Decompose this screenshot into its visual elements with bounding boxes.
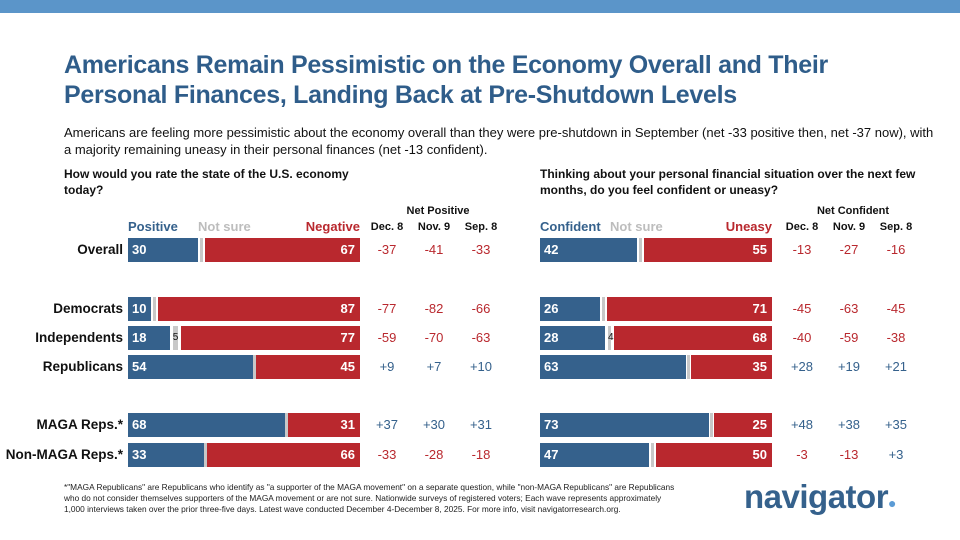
bar-not-sure: 5 xyxy=(172,326,179,350)
row-label: Non-MAGA Reps.* xyxy=(5,447,123,462)
net-value: -66 xyxy=(471,301,491,316)
bar-positive: 26 xyxy=(540,297,601,321)
net-column-header: Dec. 8 xyxy=(370,221,404,233)
subtitle: Americans are feeling more pessimistic a… xyxy=(64,125,934,157)
net-value: -70 xyxy=(424,330,444,345)
bar-not-sure: 4 xyxy=(607,326,614,350)
net-value: -18 xyxy=(471,447,491,462)
net-value: -33 xyxy=(471,242,491,257)
net-value: -40 xyxy=(792,330,812,345)
net-column-header: Sep. 8 xyxy=(464,221,498,233)
bar-positive: 54 xyxy=(128,355,254,379)
bar-negative: 71 xyxy=(607,297,772,321)
net-value: +31 xyxy=(469,417,493,432)
net-value: +7 xyxy=(426,359,442,374)
bar-positive: 18 xyxy=(128,326,170,350)
net-column-header: Sep. 8 xyxy=(879,221,913,233)
bar-negative: 35 xyxy=(690,355,772,379)
net-value: -27 xyxy=(839,242,859,257)
bar-negative: 50 xyxy=(656,443,772,467)
net-value: -82 xyxy=(424,301,444,316)
bar-not-sure xyxy=(639,238,643,262)
bar-positive: 30 xyxy=(128,238,198,262)
net-value: -13 xyxy=(839,447,859,462)
net-value: -63 xyxy=(839,301,859,316)
navigator-logo: navigator● xyxy=(744,478,897,515)
page-title: Americans Remain Pessimistic on the Econ… xyxy=(64,51,828,109)
bar-not-sure xyxy=(204,443,208,467)
bar-not-sure xyxy=(252,355,256,379)
bar-positive: 10 xyxy=(128,297,152,321)
net-value: -59 xyxy=(839,330,859,345)
net-value: -33 xyxy=(377,447,397,462)
question-1: Thinking about your personal financial s… xyxy=(540,167,916,197)
bar-negative: 55 xyxy=(644,238,772,262)
net-value: -45 xyxy=(792,301,812,316)
question-0: How would you rate the state of the U.S.… xyxy=(64,167,349,197)
net-value: -37 xyxy=(377,242,397,257)
row-label: Independents xyxy=(35,330,123,345)
row-label: Democrats xyxy=(53,301,123,316)
net-value: +28 xyxy=(790,359,814,374)
net-value: -59 xyxy=(377,330,397,345)
bar-negative: 77 xyxy=(181,326,360,350)
bar-not-sure xyxy=(710,413,714,437)
legend-positive: Positive xyxy=(128,219,178,234)
net-value: -41 xyxy=(424,242,444,257)
net-value: +10 xyxy=(469,359,493,374)
net-value: +48 xyxy=(790,417,814,432)
net-column-header: Dec. 8 xyxy=(785,221,819,233)
net-header: Net Positive xyxy=(406,205,470,217)
net-value: +37 xyxy=(375,417,399,432)
bar-negative: 45 xyxy=(255,355,360,379)
bar-negative: 66 xyxy=(206,443,360,467)
bar-positive: 28 xyxy=(540,326,605,350)
net-column-header: Nov. 9 xyxy=(417,221,451,233)
bar-not-sure xyxy=(153,297,157,321)
footnote: *"MAGA Republicans" are Republicans who … xyxy=(64,482,675,514)
bar-positive: 73 xyxy=(540,413,710,437)
net-value: +21 xyxy=(884,359,908,374)
net-value: -63 xyxy=(471,330,491,345)
bar-negative: 31 xyxy=(288,413,360,437)
bar-positive: 42 xyxy=(540,238,638,262)
legend-not-sure: Not sure xyxy=(610,219,663,234)
row-label: Overall xyxy=(77,242,123,257)
bar-positive: 63 xyxy=(540,355,687,379)
legend-positive: Confident xyxy=(540,219,601,234)
net-header: Net Confident xyxy=(816,205,890,217)
net-value: -38 xyxy=(886,330,906,345)
net-value: -16 xyxy=(886,242,906,257)
bar-negative: 87 xyxy=(158,297,360,321)
net-value: -45 xyxy=(886,301,906,316)
net-column-header: Nov. 9 xyxy=(832,221,866,233)
bar-negative: 25 xyxy=(714,413,772,437)
row-label: Republicans xyxy=(42,359,123,374)
net-value: +30 xyxy=(422,417,446,432)
net-value: -28 xyxy=(424,447,444,462)
net-value: +9 xyxy=(379,359,395,374)
bar-positive: 68 xyxy=(128,413,286,437)
legend-not-sure: Not sure xyxy=(198,219,251,234)
bar-not-sure xyxy=(285,413,289,437)
net-value: +35 xyxy=(884,417,908,432)
legend-negative: Negative xyxy=(305,219,360,234)
legend-negative: Uneasy xyxy=(725,219,772,234)
top-bar xyxy=(0,0,960,13)
net-value: -13 xyxy=(792,242,812,257)
bar-not-sure xyxy=(651,443,655,467)
bar-not-sure xyxy=(602,297,606,321)
bar-not-sure xyxy=(686,355,690,379)
bar-positive: 33 xyxy=(128,443,205,467)
net-value: +19 xyxy=(837,359,861,374)
bar-not-sure xyxy=(199,238,203,262)
net-value: +3 xyxy=(888,447,904,462)
row-label: MAGA Reps.* xyxy=(36,417,123,432)
bar-negative: 67 xyxy=(204,238,360,262)
bar-positive: 47 xyxy=(540,443,650,467)
net-value: -3 xyxy=(796,447,808,462)
net-value: -77 xyxy=(377,301,397,316)
net-value: +38 xyxy=(837,417,861,432)
bar-negative: 68 xyxy=(614,326,772,350)
